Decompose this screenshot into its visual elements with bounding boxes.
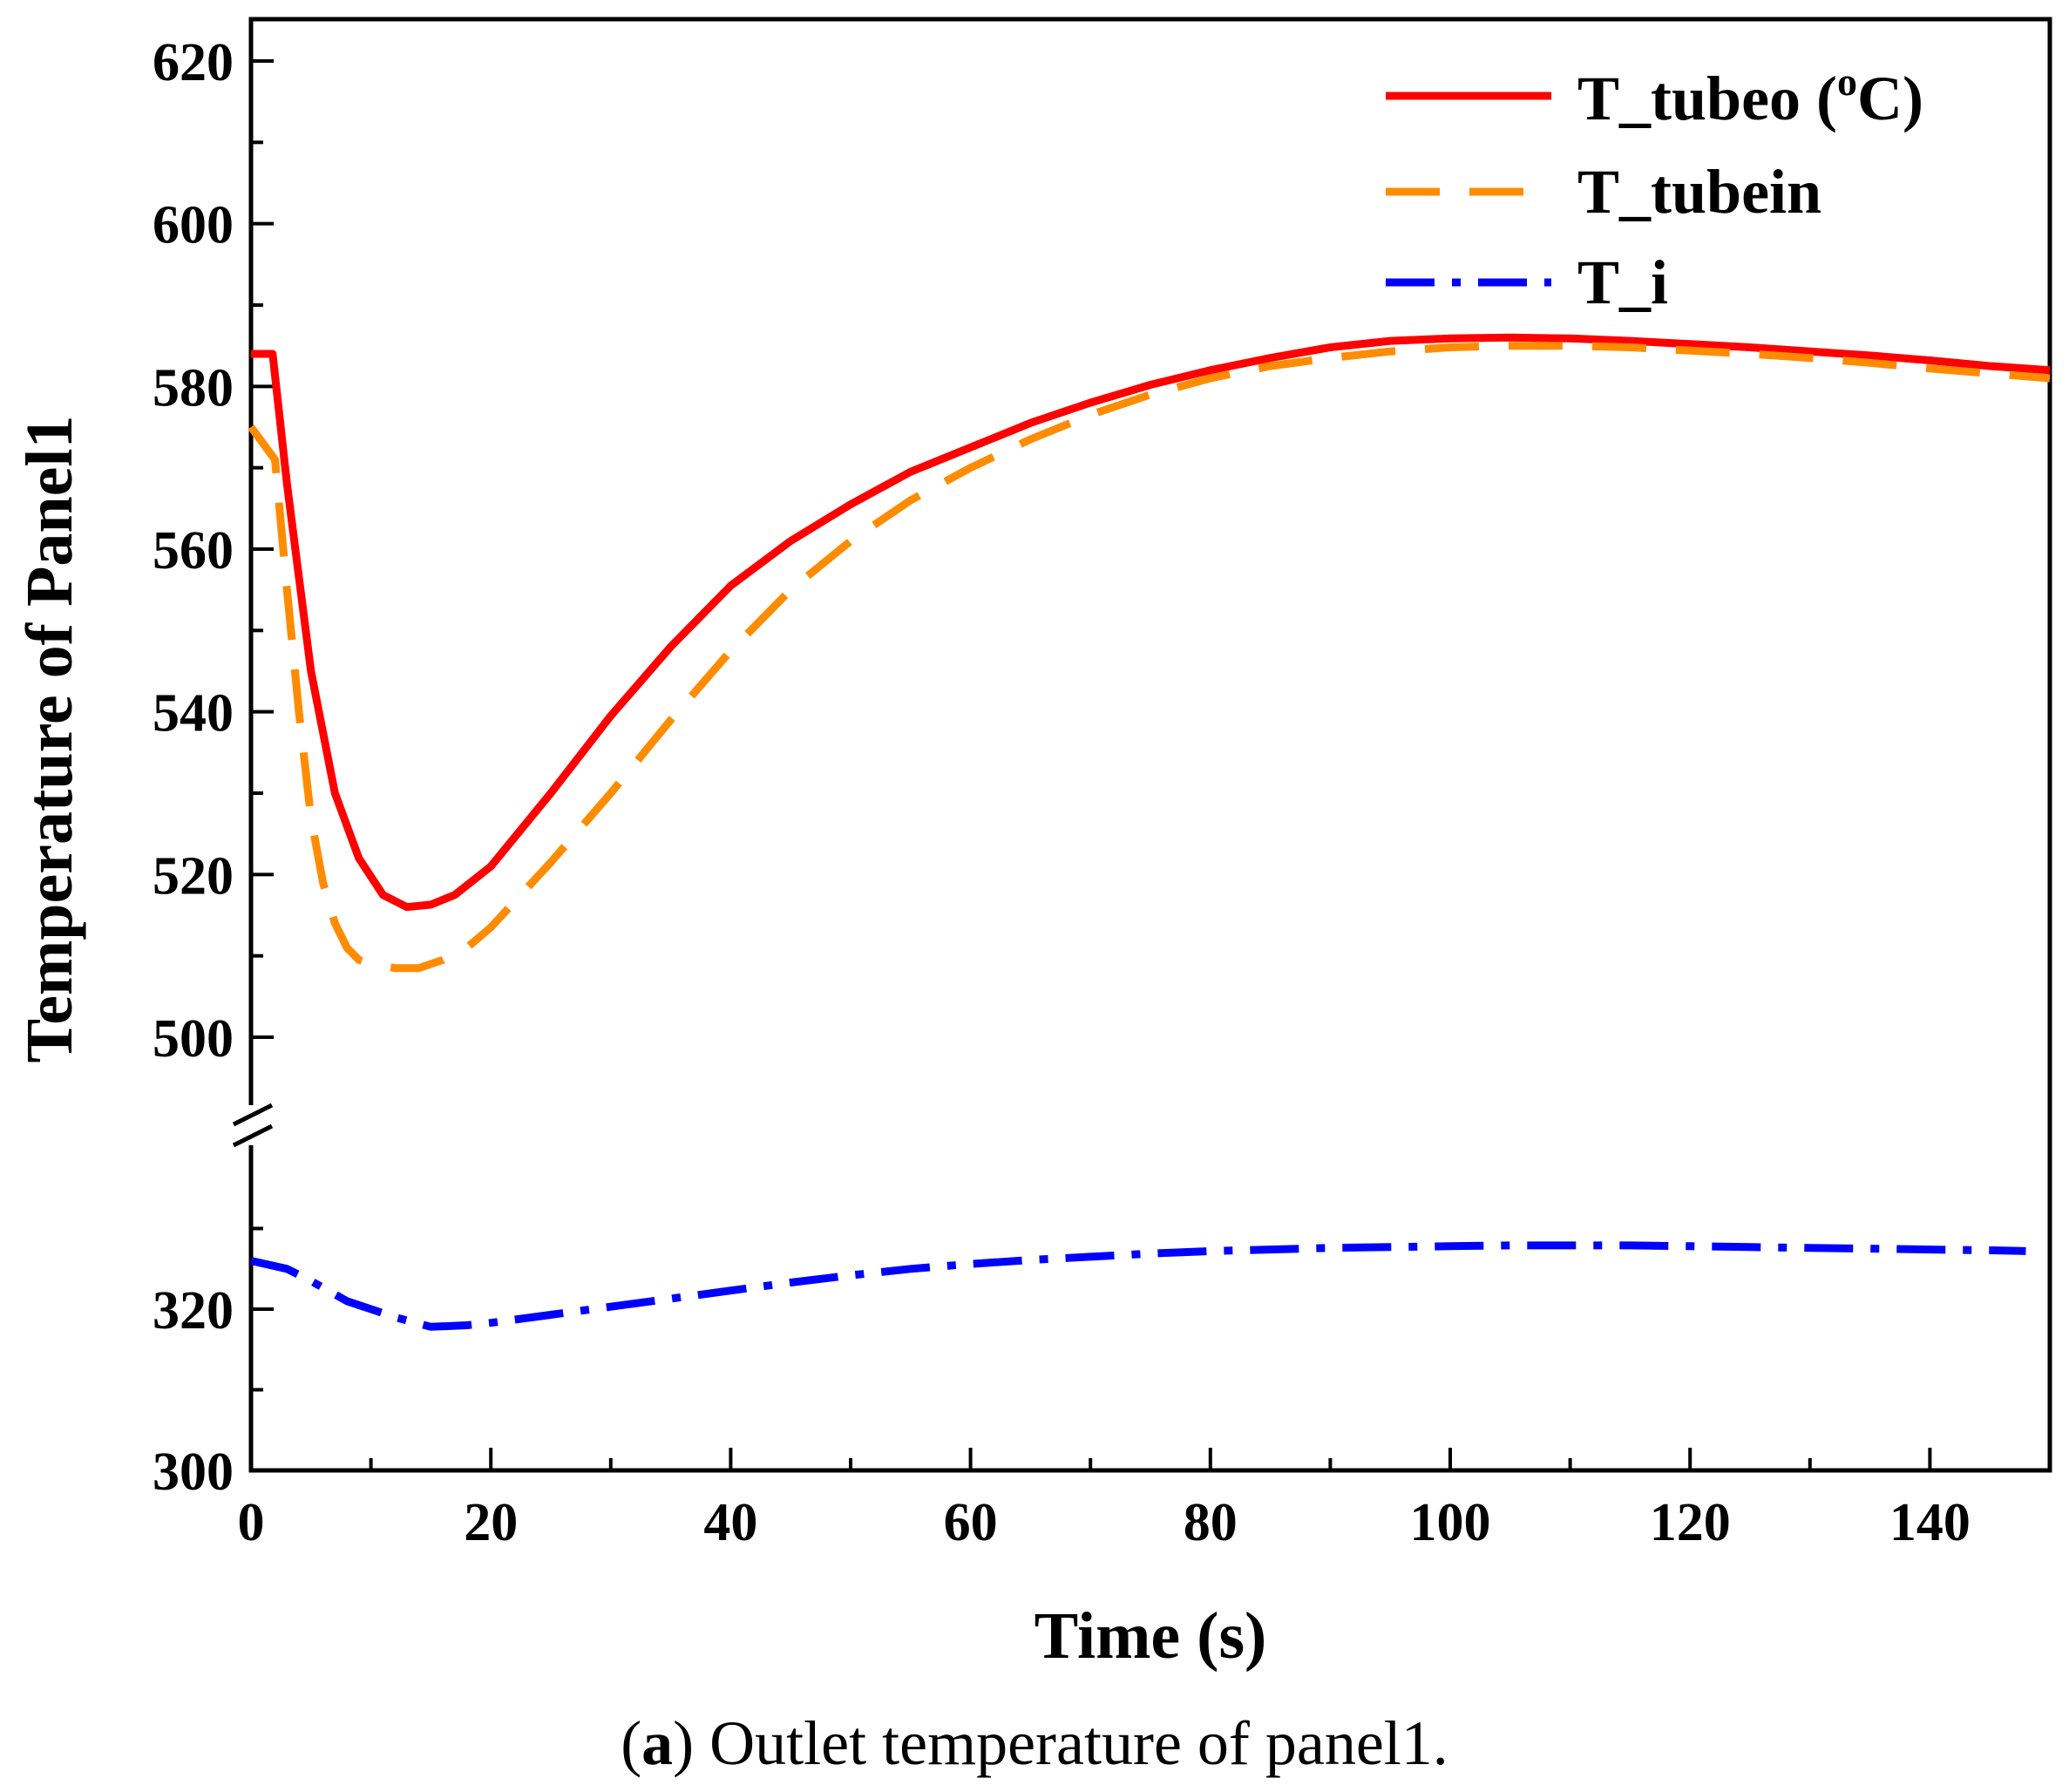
x-tick-label: 60 [944,1493,998,1552]
axis-break-mark-bottom [232,1123,274,1148]
series-lines [248,333,2051,1331]
series-line-t-tubein [248,342,2051,973]
x-tick-label: 120 [1650,1493,1731,1552]
y-tick-label: 520 [153,846,234,906]
y-tick-label: 540 [153,684,234,743]
legend-label-t-tubeo: T_tubeo (oC) [1577,59,1923,133]
x-axis-title: Time (s) [1034,1599,1267,1673]
figure-caption: (a) Outlet temperature of panel1. [621,1708,1448,1778]
axis-break-mask [235,1105,270,1145]
legend: T_tubeo (oC) T_tubein T_i [1386,59,1923,317]
y-tick-label: 620 [153,33,234,92]
x-tick-label: 80 [1184,1493,1238,1552]
y-tick-label: 560 [153,521,234,580]
x-axis-ticks: 0 20 40 60 80 100 120 140 [238,1448,1971,1552]
y-tick-label: 500 [153,1009,234,1069]
y-axis-ticks: 500 520 540 560 580 600 620 300 320 [153,33,274,1502]
x-tick-label: 140 [1889,1493,1971,1552]
legend-label-t-tubein: T_tubein [1577,157,1821,227]
y-tick-label: 320 [153,1281,234,1341]
series-line-t-i [250,1241,2026,1331]
legend-label-t-i: T_i [1577,248,1668,317]
series-line-t-tubeo [251,333,2051,912]
x-tick-label: 40 [703,1493,757,1552]
axis-break-mark-top [232,1103,274,1127]
y-axis-title: Temperature of Panel1 [13,415,86,1062]
x-tick-label: 100 [1410,1493,1491,1552]
y-tick-label: 600 [153,196,234,255]
y-tick-label: 300 [153,1442,234,1502]
plot-area-frame [248,17,2052,1473]
x-tick-label: 0 [238,1493,265,1552]
x-tick-label: 20 [464,1493,518,1552]
y-tick-label: 580 [153,358,234,417]
